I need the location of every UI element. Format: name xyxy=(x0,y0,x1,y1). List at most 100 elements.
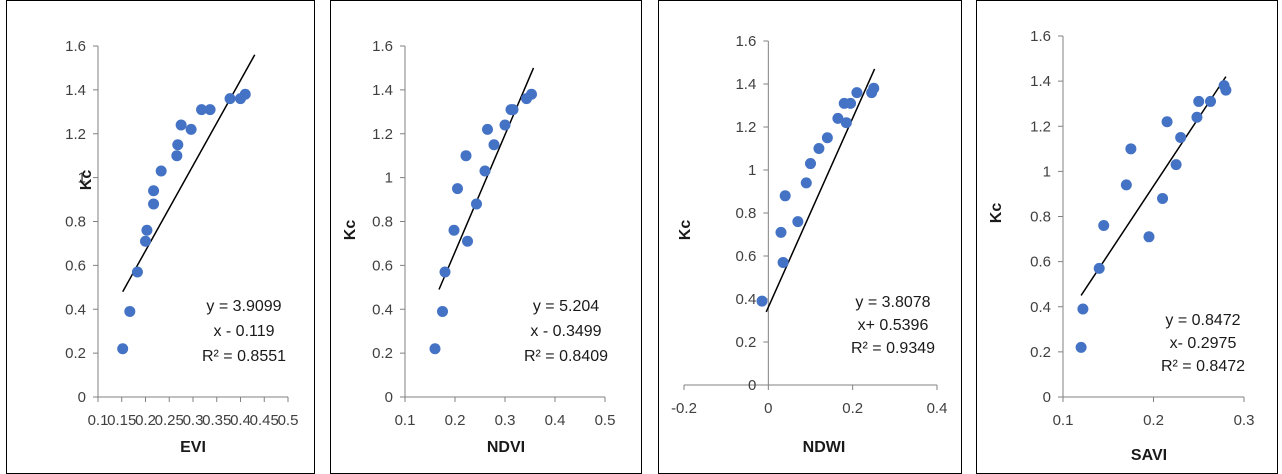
y-axis-title-ndwi: Kc xyxy=(677,220,694,241)
data-point xyxy=(805,158,816,170)
data-point xyxy=(1077,303,1089,315)
x-tick-label: 0.5 xyxy=(278,412,299,429)
y-tick-label: 0.4 xyxy=(65,301,86,318)
data-point xyxy=(131,266,143,278)
y-tick-label: 1 xyxy=(78,170,86,187)
y-tick-label: 0.8 xyxy=(1030,209,1051,226)
data-point xyxy=(845,97,857,109)
y-tick-label: 0.2 xyxy=(735,334,756,351)
y-axis-title-ndvi: Kc xyxy=(342,220,359,241)
x-tick-label: 0.2 xyxy=(135,412,156,429)
data-point xyxy=(756,295,768,307)
y-tick-label: 0.4 xyxy=(735,291,756,308)
y-tick-label: 0.2 xyxy=(372,345,393,362)
trendline-ndvi xyxy=(438,67,535,290)
chart-panel-ndvi: 0.1 0.2 0.3 0.4 0.5 0 0.2 0.4 0.6 0.8 1 1.2 1.4 1.6 ND… xyxy=(330,0,642,474)
trendline-equation-line: y = 3.9099 xyxy=(206,298,281,315)
y-tick-label: 0.4 xyxy=(1030,299,1051,316)
chart-svg-ndwi: -0.2 0 0.2 0.4 0 0.2 0.4 0.6 0.8 1 1.2 1.4 1.6 NDWI Kc… xyxy=(671,33,947,456)
x-tick-label: 0.2 xyxy=(842,400,863,417)
data-point xyxy=(141,224,153,236)
data-point xyxy=(462,235,473,247)
data-point xyxy=(1120,179,1132,191)
x-tick-label: 0.3 xyxy=(495,412,516,429)
x-tick-label: 0.1 xyxy=(88,412,109,429)
chart-svg-evi: 0.10.150.20.250.30.350.40.450.500.20.40.… xyxy=(65,38,299,456)
data-point xyxy=(171,150,183,162)
x-axis-title-evi: EVI xyxy=(180,439,206,456)
x-tick-label: 0.3 xyxy=(183,412,204,429)
y-tick-label: 0.8 xyxy=(372,214,393,231)
y-tick-label: 1 xyxy=(385,170,393,187)
data-point xyxy=(479,165,491,177)
y-tick-label: 0.8 xyxy=(735,205,756,222)
trendline-evi xyxy=(122,54,256,293)
data-point xyxy=(1170,159,1182,171)
y-tick-label: 1.6 xyxy=(65,38,86,55)
y-tick-label: 0.6 xyxy=(1030,254,1051,271)
data-point xyxy=(124,305,136,317)
data-point xyxy=(1193,95,1205,107)
x-tick-label: -0.2 xyxy=(671,400,697,417)
data-point xyxy=(775,226,787,238)
data-point xyxy=(439,266,451,278)
x-tick-label: 0.1 xyxy=(395,412,416,429)
data-point xyxy=(482,123,493,135)
data-point xyxy=(437,305,448,317)
data-point xyxy=(117,343,129,355)
data-point xyxy=(779,190,791,202)
data-point xyxy=(526,88,537,100)
chart-svg-ndvi: 0.1 0.2 0.3 0.4 0.5 0 0.2 0.4 0.6 0.8 1 1.2 1.4 1.6 ND… xyxy=(342,38,616,456)
trendline-equation-line: x- 0.2975 xyxy=(1170,335,1237,352)
data-point xyxy=(196,104,208,116)
data-point xyxy=(868,82,880,94)
x-tick-label: 0.5 xyxy=(595,412,616,429)
x-tick-label: 0.2 xyxy=(445,412,466,429)
y-tick-label: 1.4 xyxy=(65,82,86,99)
chart-panel-evi: 0.1 0.15 0.2 0.25 0.3 0.35 0.4 0.45 0.5 0 0.2 0.4 0.… xyxy=(6,0,315,474)
data-point xyxy=(851,87,863,99)
y-tick-label: 0 xyxy=(748,377,756,394)
data-point xyxy=(840,117,852,129)
data-point xyxy=(813,143,825,154)
data-point xyxy=(175,119,187,131)
y-tick-label: 1 xyxy=(748,162,756,179)
data-point xyxy=(429,343,441,355)
x-tick-label: 0.3 xyxy=(1234,412,1255,429)
x-axis-title-ndwi: NDWI xyxy=(803,439,846,456)
y-tick-label: 1.2 xyxy=(65,126,86,143)
x-tick-label: 0.15 xyxy=(107,412,136,429)
data-point xyxy=(1093,262,1105,274)
data-point xyxy=(488,139,500,151)
data-point xyxy=(821,132,833,144)
data-point xyxy=(204,104,216,116)
x-tick-label: 0 xyxy=(764,400,772,417)
data-point xyxy=(792,216,804,228)
data-point xyxy=(148,198,160,210)
y-tick-label: 1.4 xyxy=(372,82,393,99)
trendline-equation-line: R² = 0.8551 xyxy=(202,348,286,365)
data-point xyxy=(1157,192,1169,204)
x-tick-label: 0.25 xyxy=(155,412,184,429)
data-point xyxy=(224,93,236,105)
trendline-equation-line: R² = 0.8409 xyxy=(524,348,608,365)
y-tick-label: 0 xyxy=(385,389,393,406)
chart-panel-savi: 0.1 0.2 0.3 0 0.2 0.4 0.6 0.8 1 1.2 1.4 1.6 SAVI Kc y … xyxy=(976,0,1278,474)
data-point xyxy=(155,165,167,177)
trendline-equation-line: R² = 0.9349 xyxy=(851,340,935,357)
x-tick-label: 0.2 xyxy=(1143,412,1164,429)
x-tick-label: 0.1 xyxy=(1053,412,1074,429)
trendline-equation-line: y = 0.8472 xyxy=(1165,312,1240,329)
y-tick-label: 0.2 xyxy=(1030,344,1051,361)
data-point xyxy=(1143,231,1155,243)
y-tick-label: 1.4 xyxy=(735,76,756,93)
data-point xyxy=(239,88,251,100)
x-axis-title-savi: SAVI xyxy=(1131,447,1167,464)
trendline-ndwi xyxy=(765,68,876,313)
y-tick-label: 0.8 xyxy=(65,214,86,231)
data-point xyxy=(1075,341,1087,353)
data-point xyxy=(172,139,184,151)
y-tick-label: 1 xyxy=(1043,163,1051,180)
data-point xyxy=(1220,84,1232,96)
y-tick-label: 1.6 xyxy=(735,33,756,50)
